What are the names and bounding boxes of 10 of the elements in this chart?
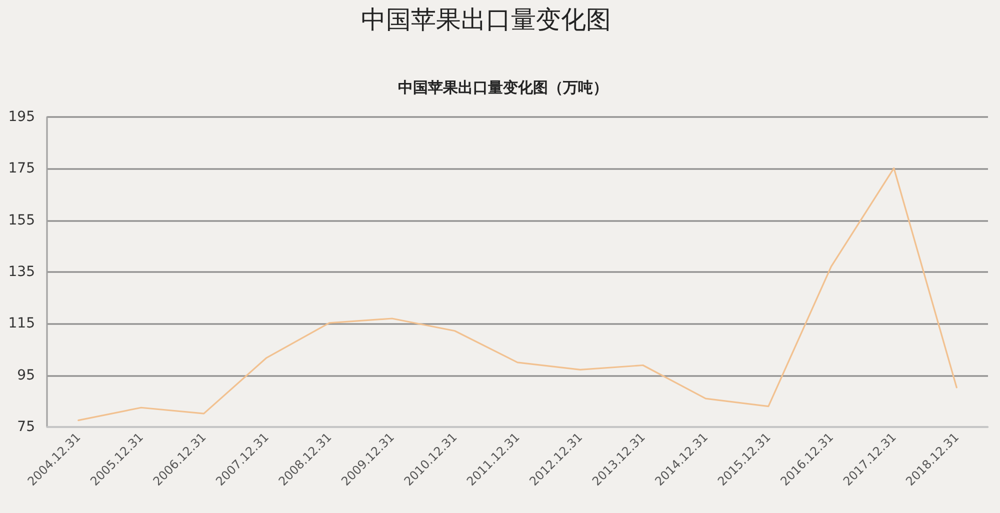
y-tick-label: 195 — [8, 109, 35, 125]
y-tick-label: 155 — [8, 212, 35, 228]
y-tick-label: 95 — [17, 367, 35, 384]
line-series — [78, 167, 958, 422]
y-tick-label: 75 — [17, 419, 35, 435]
y-tick-label: 175 — [8, 160, 35, 177]
chart-title: 中国苹果出口量变化图 — [361, 5, 611, 34]
chart-subtitle: 中国苹果出口量变化图（万吨） — [398, 78, 608, 96]
y-tick-label: 135 — [8, 264, 35, 280]
y-tick-label: 115 — [8, 316, 35, 332]
